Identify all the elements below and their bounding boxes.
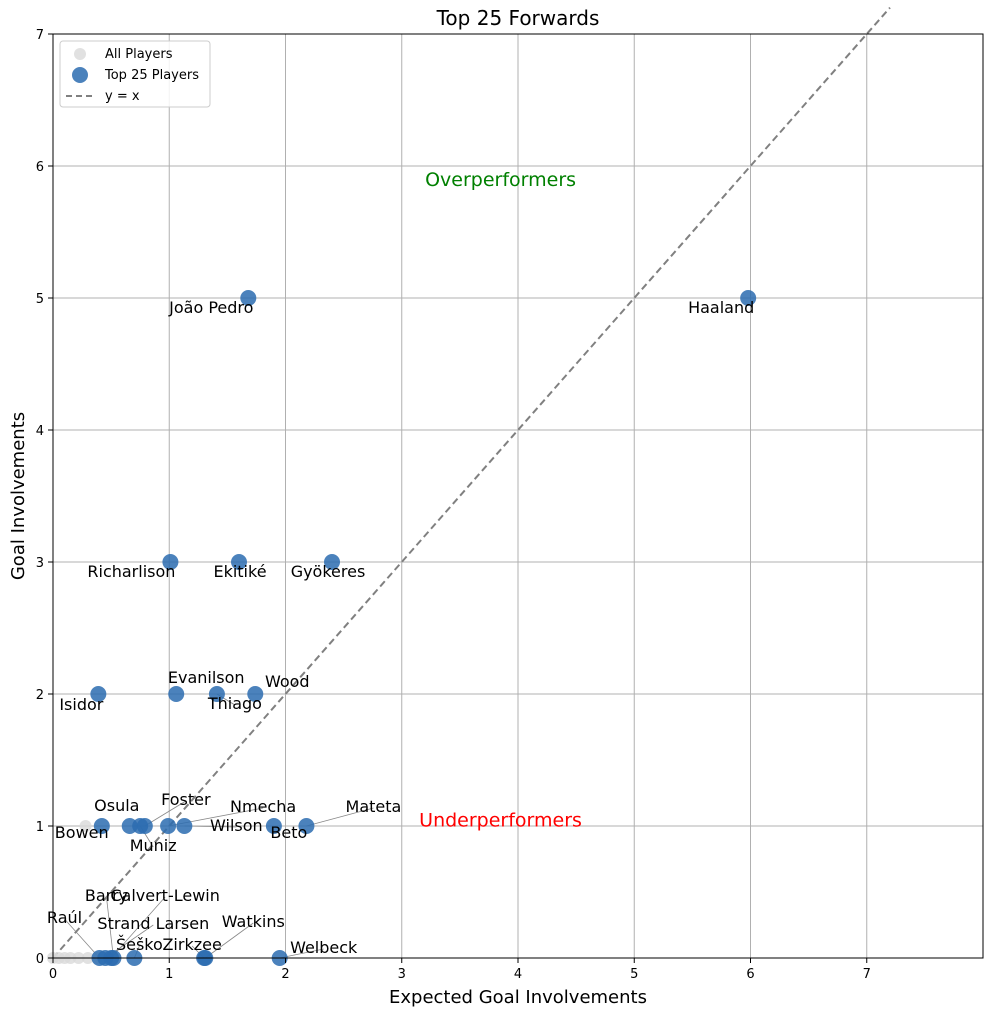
player-point [162,554,179,570]
diagonal-line-layer [52,6,891,959]
x-tick-label: 5 [630,967,638,982]
player-point [324,554,340,570]
player-point [247,686,264,702]
player-label: João Pedro [168,298,253,317]
player-label: Barry [85,886,128,905]
player-label: Nmecha [230,797,296,816]
region-annotation: Overperformers [425,169,576,191]
label-connector [106,896,114,959]
player-label: Raúl [47,908,82,927]
player-point [265,818,282,834]
player-label: Thiago [207,694,262,713]
player-label: Šeško [116,935,163,954]
y-tick-label: 0 [36,952,44,967]
y-tick-label: 1 [36,820,44,835]
x-tick-label: 1 [165,967,173,982]
player-label: Gyökeres [291,562,366,581]
y-tick-label: 5 [36,292,44,307]
player-label: Wilson [210,816,263,835]
player-point [740,290,757,306]
x-tick-label: 2 [281,967,289,982]
label-connector [184,825,237,828]
player-label: Haaland [688,298,754,317]
point-labels: Haaland João Pedro Richarlison Ekitiké Gyöke… [47,298,754,957]
player-point [90,686,107,702]
y-tick-label: 2 [36,688,44,703]
label-connector [306,807,374,827]
y-tick-label: 7 [36,28,44,43]
all-players-point [79,820,92,832]
player-label: Calvert-Lewin [110,886,220,905]
legend-all-players-label: All Players [105,47,173,62]
player-point [160,818,177,834]
player-point [136,818,153,834]
y-axis-label: Goal Involvements [8,412,29,580]
player-label: Welbeck [290,938,358,957]
legend-diagonal-label: y = x [105,89,140,104]
x-tick-label: 4 [514,967,522,982]
x-axis-label: Expected Goal Involvements [389,987,647,1008]
legend-top25-marker [72,67,88,83]
player-label: Richarlison [87,562,175,581]
player-label: Zirkzee [162,935,221,954]
x-tick-label: 0 [49,967,57,982]
player-point [208,686,225,702]
label-connector [144,800,187,827]
player-point [176,818,193,834]
player-label: Isidor [59,695,103,714]
player-label: Evanilson [168,668,245,687]
player-point [298,818,315,834]
player-label: Beto [270,823,307,842]
player-label: Foster [161,790,211,809]
player-label: Wood [265,672,310,691]
player-label: Mateta [346,797,402,816]
legend: All Players Top 25 Players y = x [59,40,211,108]
region-annotation: Underperformers [419,809,582,831]
y-tick-label: 4 [36,424,44,439]
player-label: Osula [94,796,139,815]
x-tick-label: 7 [863,967,871,982]
label-connector [64,918,100,959]
grid [53,34,983,958]
player-point [240,290,257,306]
x-tick-label: 3 [398,967,406,982]
chart-title: Top 25 Forwards [436,6,600,30]
annotations: Overperformers Underperformers [419,169,582,831]
y-tick-label: 6 [36,160,44,175]
player-label: Muniz [130,836,177,855]
player-label: Strand Larsen [97,914,209,933]
legend-all-players-marker [74,48,86,60]
player-label: Bowen [55,823,109,842]
legend-box [59,40,211,108]
x-tick-label: 6 [746,967,754,982]
player-label: Watkins [222,912,285,931]
legend-top25-label: Top 25 Players [104,68,199,83]
player-label: Ekitiké [213,562,266,581]
y-tick-label: 3 [36,556,44,571]
player-point [231,554,247,570]
axis-ticks: 0 1 2 3 4 5 6 7 0 1 2 3 4 5 6 7 [36,28,871,982]
diagonal-line [52,6,891,959]
label-connector [205,922,254,959]
player-point [93,818,110,834]
player-point [168,686,185,702]
